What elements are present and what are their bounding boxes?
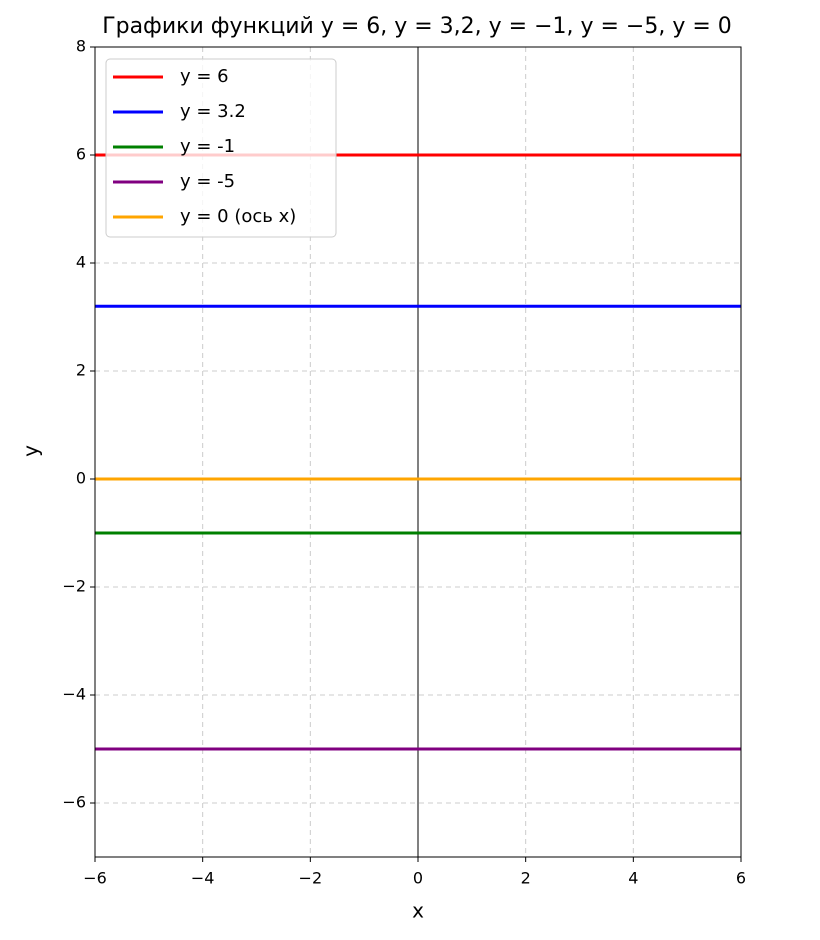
y-tick-label: −6: [62, 793, 86, 812]
y-tick-label: 0: [76, 469, 86, 488]
legend-label: y = -5: [180, 171, 235, 192]
x-tick-label: 2: [521, 869, 531, 888]
y-tick-label: 8: [76, 37, 86, 56]
y-tick-label: −2: [62, 577, 86, 596]
x-tick-label: 6: [736, 869, 746, 888]
y-axis-label: y: [19, 445, 43, 457]
legend-label: y = 6: [180, 66, 229, 87]
legend-label: y = -1: [180, 136, 235, 157]
y-tick-label: −4: [62, 685, 86, 704]
x-tick-label: −2: [299, 869, 323, 888]
chart-title: Графики функций y = 6, y = 3,2, y = −1, …: [102, 14, 732, 39]
legend-label: y = 0 (ось x): [180, 206, 296, 227]
x-tick-label: −4: [191, 869, 215, 888]
y-tick-label: 6: [76, 145, 86, 164]
x-tick-label: 0: [413, 869, 423, 888]
plot-frame: [94, 46, 742, 858]
x-tick-label: −6: [83, 869, 107, 888]
x-tick-label: 4: [628, 869, 638, 888]
legend: y = 6 y = 3.2 y = -1 y = -5 y = 0 (ось x): [105, 58, 337, 238]
y-tick-label: 2: [76, 361, 86, 380]
x-axis-label: x: [412, 899, 424, 923]
legend-box: [105, 58, 337, 238]
legend-label: y = 3.2: [180, 101, 246, 122]
y-tick-label: 4: [76, 253, 86, 272]
